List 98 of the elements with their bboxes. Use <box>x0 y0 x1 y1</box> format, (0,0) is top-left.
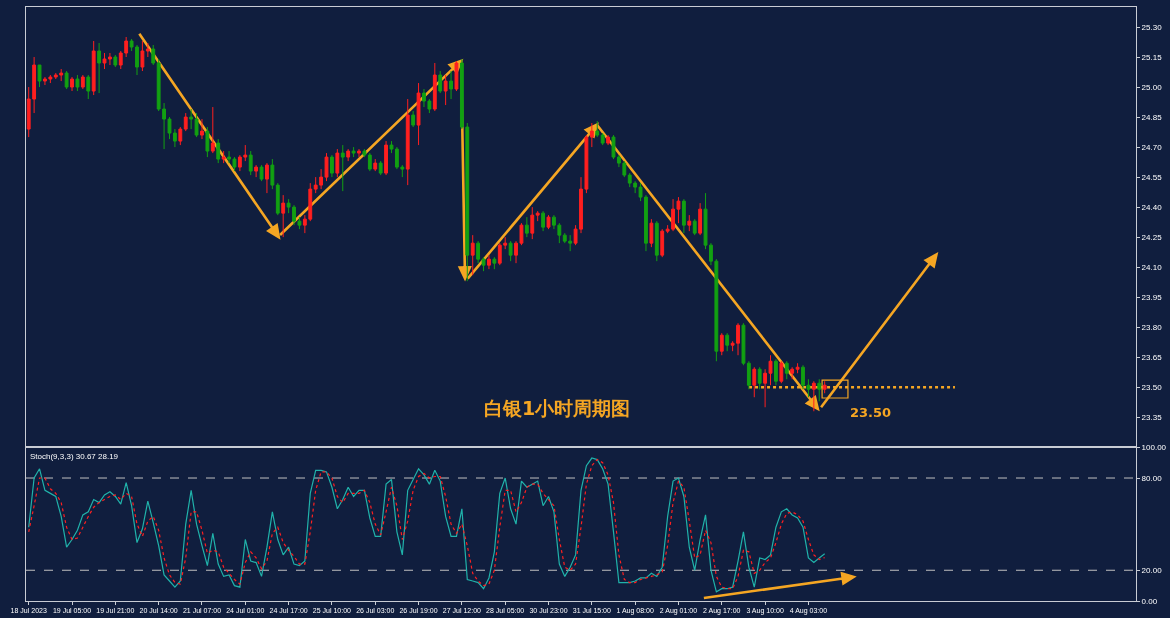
candlestick <box>340 144 345 192</box>
y-tick-label: 25.15 <box>1141 52 1163 62</box>
annotation: 白银1小时周期图 <box>484 397 631 419</box>
y-tick-label: 0.00 <box>1141 596 1158 606</box>
candlestick <box>692 218 697 236</box>
y-tick-label: 24.25 <box>1141 232 1163 242</box>
candlestick <box>541 210 546 232</box>
y-tick-label: 25.30 <box>1141 22 1163 32</box>
candlestick <box>405 98 410 186</box>
y-tick-label: 24.85 <box>1141 112 1163 122</box>
candlestick <box>752 366 757 398</box>
candlestick <box>725 332 730 352</box>
y-tick-label: 23.35 <box>1141 413 1163 423</box>
candlestick <box>508 240 513 262</box>
candlestick <box>470 234 475 276</box>
candlestick <box>183 112 188 132</box>
candlestick <box>779 360 784 384</box>
candlestick <box>281 194 286 238</box>
y-tick-label: 80.00 <box>1141 473 1163 483</box>
candlestick <box>259 164 264 182</box>
candlestick <box>362 148 367 158</box>
candlestick <box>487 254 491 270</box>
y-tick-label: 23.65 <box>1141 353 1163 363</box>
candlestick <box>757 366 762 390</box>
candlestick <box>530 206 535 240</box>
candlestick <box>75 74 80 92</box>
y-tick-label: 24.40 <box>1141 202 1163 212</box>
candlestick <box>432 62 437 112</box>
candlestick <box>784 360 789 380</box>
candlestick <box>698 202 703 236</box>
y-tick-label: 24.70 <box>1141 142 1163 152</box>
candlestick <box>145 42 150 58</box>
candlestick <box>373 158 378 172</box>
candlestick <box>817 378 822 402</box>
candlestick <box>346 148 351 162</box>
candlestick <box>600 132 605 146</box>
y-tick-label: 23.50 <box>1141 383 1163 393</box>
candlestick <box>589 122 594 148</box>
candlestick <box>270 158 275 190</box>
candlestick <box>151 44 156 66</box>
candlestick <box>774 358 778 386</box>
candlestick <box>492 256 497 270</box>
candlestick <box>546 214 551 230</box>
candlestick <box>113 54 118 68</box>
y-tick-label: 23.80 <box>1141 323 1163 332</box>
candlestick <box>70 76 74 92</box>
candlestick <box>524 216 529 238</box>
candlestick <box>351 146 356 158</box>
y-tick-label: 23.95 <box>1141 292 1163 302</box>
text: Stoch(9,3,3) 30.67 28.19 <box>30 452 119 461</box>
candlestick <box>822 380 827 394</box>
candlestick <box>660 228 665 258</box>
candlestick <box>330 154 334 178</box>
y-tick-label: 100.00 <box>1141 443 1167 453</box>
candlestick <box>454 60 459 92</box>
candlestick <box>210 106 215 154</box>
candlestick <box>91 40 96 96</box>
y-tick-label: 25.00 <box>1141 82 1163 92</box>
candlestick <box>649 218 654 248</box>
candlestick <box>86 74 91 100</box>
ref-line-label: 23.50 <box>850 405 892 420</box>
candlestick <box>254 164 259 178</box>
candlestick <box>681 198 686 234</box>
candlestick <box>97 42 102 94</box>
y-tick-label: 20.00 <box>1141 566 1163 576</box>
candlestick <box>687 214 692 232</box>
y-tick-label: 24.10 <box>1141 262 1163 272</box>
candlestick <box>221 150 226 164</box>
candlestick <box>384 140 388 176</box>
candlestick <box>335 148 340 178</box>
candlestick <box>80 74 85 90</box>
candlestick <box>140 40 145 72</box>
candlestick <box>378 160 383 176</box>
candlestick <box>37 64 42 88</box>
candlestick <box>265 162 269 194</box>
candlestick <box>216 138 221 164</box>
candlestick <box>795 362 800 374</box>
candlestick <box>416 82 421 146</box>
candlestick <box>205 126 210 158</box>
candlestick <box>275 182 280 216</box>
candlestick <box>411 110 416 128</box>
candlestick <box>811 380 816 412</box>
candlestick <box>443 74 448 106</box>
candlestick <box>178 126 183 146</box>
candlestick <box>606 134 610 146</box>
candlestick <box>719 332 724 356</box>
candlestick <box>790 366 795 380</box>
y-tick-label: 24.55 <box>1141 172 1163 182</box>
candlestick <box>357 148 361 158</box>
candlestick <box>200 118 204 140</box>
candlestick <box>367 152 372 172</box>
candlestick <box>438 70 443 94</box>
candlestick <box>595 120 600 138</box>
candlestick <box>535 210 540 222</box>
candlestick <box>654 220 659 262</box>
candlestick <box>248 150 253 176</box>
candlestick <box>64 70 69 90</box>
candlestick <box>449 70 453 100</box>
